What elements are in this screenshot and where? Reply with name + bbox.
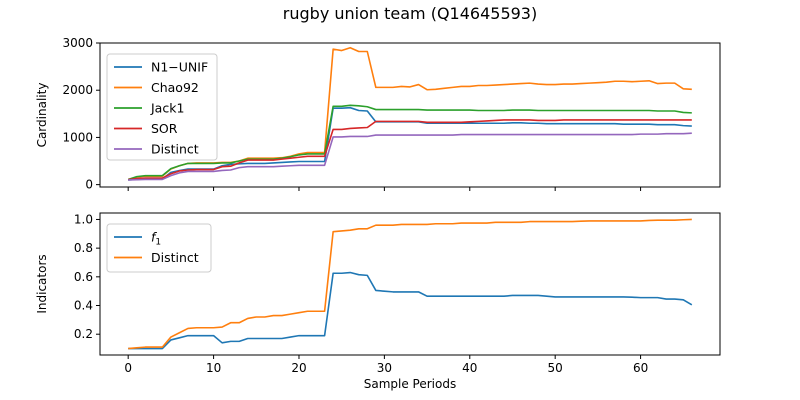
legend-entry: SOR <box>151 121 178 136</box>
y-tick-label: 3000 <box>62 36 93 50</box>
legend-entry: Distinct <box>151 142 199 157</box>
y-tick-label: 1.0 <box>74 212 93 226</box>
x-tick-label: 50 <box>548 361 563 375</box>
series-line-sor <box>128 119 692 181</box>
x-tick-label: 10 <box>206 361 221 375</box>
legend-entry: Distinct <box>151 250 199 265</box>
legend-frame <box>106 53 218 161</box>
legend: f1 Distinct <box>106 223 212 273</box>
y-tick-label: 0.2 <box>74 327 93 341</box>
legend-entry: N1−UNIF <box>151 60 208 75</box>
x-tick-label: 60 <box>633 361 648 375</box>
y-tick-label: 1000 <box>62 130 93 144</box>
x-tick-label: 20 <box>291 361 306 375</box>
y-axis-label: Indicators <box>35 254 49 313</box>
cardinality-panel: 0 1000 2000 3000 Cardinality N1−UNIF Chao92 Jac… <box>35 36 721 192</box>
y-axis-label: Cardinality <box>35 83 49 148</box>
y-tick-label: 0.4 <box>74 299 93 313</box>
series-line-jack1 <box>127 104 692 181</box>
x-tick-label: 0 <box>124 361 132 375</box>
legend-frame <box>106 223 212 273</box>
x-tick-label: 40 <box>462 361 477 375</box>
y-tick-label: 0.6 <box>74 270 93 284</box>
series-line-f <box>128 271 693 350</box>
y-tick-label: 2000 <box>62 83 93 97</box>
series-line-distinct <box>128 132 692 181</box>
legend-entry: Jack1 <box>150 101 184 116</box>
y-tick-label: 0 <box>85 178 93 192</box>
indicators-panel: 0 10 20 30 40 50 60 0.2 0.4 0.6 0.8 1.0 Indicators Sa… <box>35 212 721 391</box>
series-line-distinct <box>128 218 692 350</box>
legend-entry: f1 <box>151 230 161 248</box>
figure-title: rugby union team (Q14645593) <box>283 4 537 23</box>
x-axis-label: Sample Periods <box>364 377 456 391</box>
legend: N1−UNIF Chao92 Jack1 SOR Distinct <box>106 53 218 161</box>
plot-frame <box>99 212 721 356</box>
legend-entry: Chao92 <box>151 80 199 95</box>
y-tick-label: 0.8 <box>74 241 93 255</box>
x-tick-label: 30 <box>377 361 392 375</box>
plot-frame <box>99 42 721 188</box>
